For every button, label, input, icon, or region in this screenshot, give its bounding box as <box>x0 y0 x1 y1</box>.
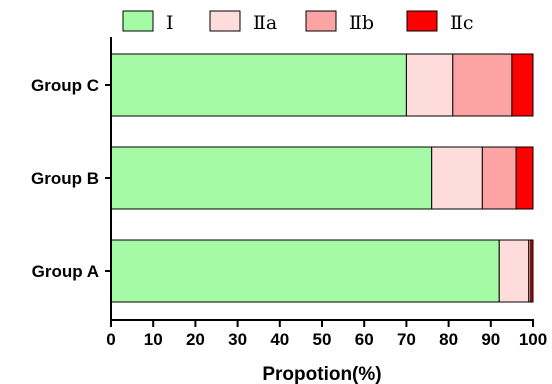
x-tick-label: 60 <box>355 330 374 349</box>
x-tick-label: 10 <box>144 330 163 349</box>
x-tick-label: 50 <box>313 330 332 349</box>
x-tick-label: 90 <box>481 330 500 349</box>
x-tick-label: 40 <box>270 330 289 349</box>
y-tick-label: Group C <box>31 76 99 95</box>
x-axis-title: Propotion(%) <box>262 364 381 384</box>
bar-segment-1-group-b <box>110 146 433 210</box>
legend-label: Ⅱc <box>450 12 474 34</box>
bar-segment-4-group-c <box>511 53 534 117</box>
legend-label: Ⅱb <box>349 12 374 34</box>
x-tick-label: 0 <box>106 330 115 349</box>
legend-swatch <box>122 10 154 32</box>
legend-swatch <box>406 10 438 32</box>
legend-label: Ⅰ <box>166 12 174 34</box>
bar-segment-4-group-b <box>515 146 534 210</box>
y-tick-label: Group A <box>32 262 99 281</box>
x-tick-label: 100 <box>519 330 547 349</box>
legend-swatch <box>209 10 241 32</box>
bar-segment-3-group-b <box>481 146 517 210</box>
x-tick-label: 70 <box>397 330 416 349</box>
y-tick-label: Group B <box>31 169 99 188</box>
bar-segment-4-group-a <box>530 239 534 303</box>
legend: Ⅰ Ⅱa Ⅱb Ⅱc <box>122 10 474 34</box>
bar-segment-3-group-c <box>452 53 513 117</box>
x-tick-label: 20 <box>186 330 205 349</box>
legend-label: Ⅱa <box>253 12 277 34</box>
bar-segment-1-group-c <box>110 53 407 117</box>
plot-bars <box>110 53 534 303</box>
x-tick-label: 80 <box>439 330 458 349</box>
x-tick-label: 30 <box>228 330 247 349</box>
legend-swatch <box>305 10 337 32</box>
bar-segment-2-group-a <box>498 239 530 303</box>
axes: Group A Group B Group C 0 10 20 30 40 50 60 70 80 90… <box>31 37 547 349</box>
bar-segment-2-group-b <box>431 146 483 210</box>
bar-segment-1-group-a <box>110 239 500 303</box>
bar-segment-2-group-c <box>405 53 454 117</box>
